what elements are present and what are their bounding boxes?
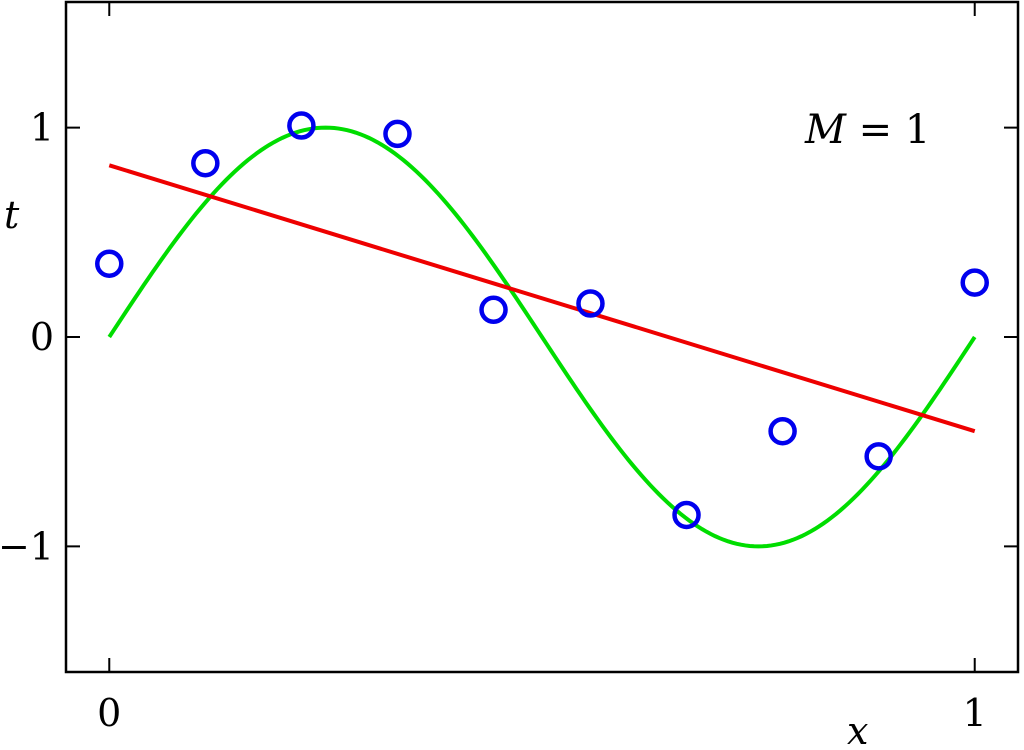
annotation-eq: = <box>846 107 905 153</box>
data-point <box>768 416 797 446</box>
x-axis-title: x <box>847 709 868 750</box>
y-axis-title: t <box>4 193 20 237</box>
y-tick-label: 0 <box>30 315 54 359</box>
annotation-label: M = 1 <box>804 107 930 153</box>
data-point <box>287 111 316 140</box>
sine-curve <box>107 125 977 549</box>
data-point <box>960 268 989 297</box>
data-point <box>576 289 605 318</box>
fit-line <box>108 163 976 434</box>
data-point <box>191 148 220 178</box>
annotation-var: M <box>804 107 847 153</box>
data-point <box>672 500 701 530</box>
points <box>95 111 989 530</box>
x-tick-label: 0 <box>97 691 121 735</box>
y-tick-label: −1 <box>0 524 54 568</box>
ticks: −1 0 1 0 1 <box>0 2 1018 735</box>
x-tick-label: 1 <box>963 691 987 735</box>
data-point <box>383 119 412 149</box>
data-point <box>479 295 508 325</box>
curves <box>107 125 977 549</box>
data-point <box>95 249 124 278</box>
y-tick-label: 1 <box>30 106 54 150</box>
annotation-val: 1 <box>905 107 930 153</box>
data-point <box>864 442 893 471</box>
